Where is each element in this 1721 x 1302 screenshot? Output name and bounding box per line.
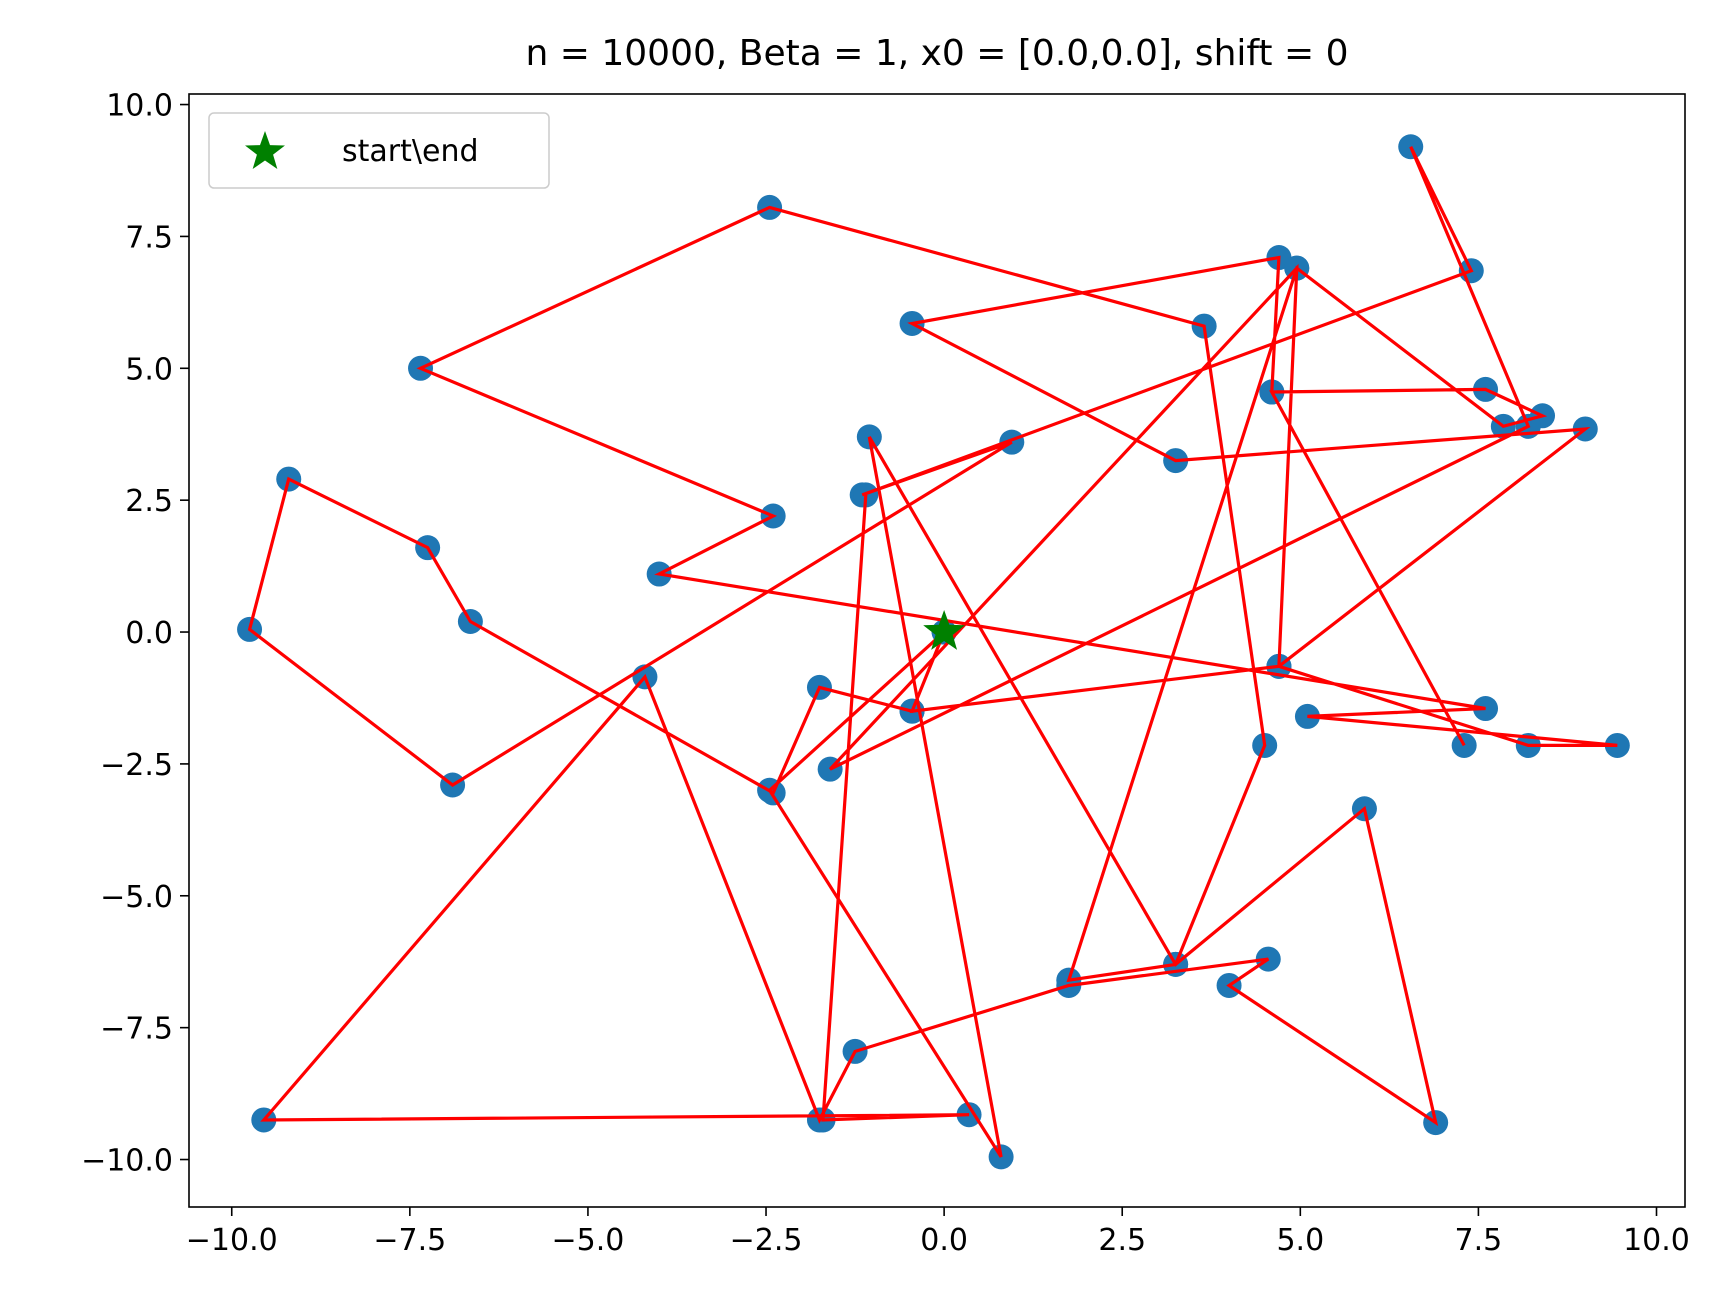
chart-title: n = 10000, Beta = 1, x0 = [0.0,0.0], shi…	[525, 33, 1348, 74]
data-point	[1451, 732, 1477, 758]
x-tick-label: −2.5	[730, 1223, 803, 1258]
legend-star-icon	[245, 131, 285, 169]
legend: start\end	[208, 112, 550, 189]
legend-label: start\end	[342, 134, 479, 169]
y-axis: −10.0 −7.5 −5.0 −2.5 0.0 2.5 5.0 7.5 10.0	[81, 89, 189, 1179]
legend-box	[208, 112, 550, 189]
x-axis: −10.0 −7.5 −5.0 −2.5 0.0 2.5 5.0 7.5 10.0	[186, 1207, 1690, 1258]
start-end-star-icon	[923, 610, 966, 650]
axes-frame	[188, 93, 1686, 1208]
x-tick-label: 7.5	[1455, 1223, 1503, 1258]
y-tick-label: 2.5	[125, 484, 173, 519]
x-tick-label: 10.0	[1623, 1223, 1690, 1258]
y-tick-label: 10.0	[106, 89, 173, 124]
y-tick-label: 7.5	[125, 220, 173, 255]
y-tick-label: 5.0	[125, 352, 173, 387]
x-tick-label: 0.0	[920, 1223, 968, 1258]
y-tick-label: −10.0	[81, 1144, 173, 1179]
y-tick-label: −7.5	[100, 1012, 173, 1047]
y-tick-label: 0.0	[125, 616, 173, 651]
plot-area	[237, 134, 1630, 1170]
x-tick-label: 2.5	[1098, 1223, 1146, 1258]
y-tick-label: −5.0	[100, 880, 173, 915]
x-tick-label: −7.5	[373, 1223, 446, 1258]
y-tick-label: −2.5	[100, 748, 173, 783]
x-tick-label: −10.0	[186, 1223, 278, 1258]
x-tick-label: −5.0	[552, 1223, 625, 1258]
path-line	[247, 145, 1618, 1158]
x-tick-label: 5.0	[1276, 1223, 1324, 1258]
